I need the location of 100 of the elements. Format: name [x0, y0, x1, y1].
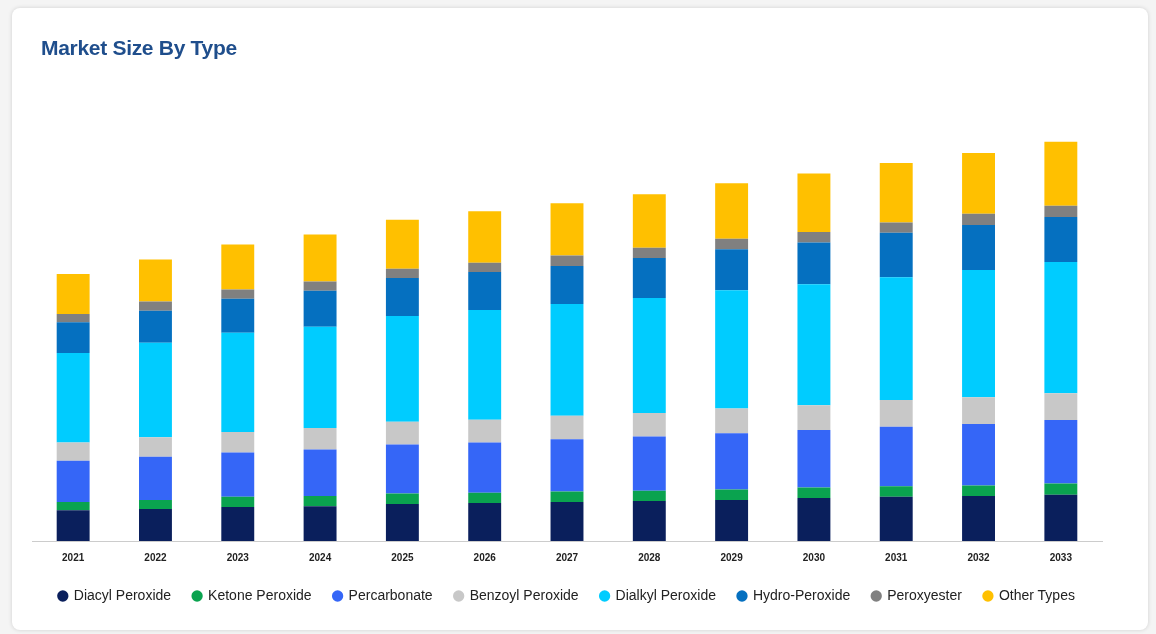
- bar: [962, 397, 995, 425]
- bar: [715, 499, 749, 541]
- bar: [221, 452, 255, 497]
- bar: [385, 277, 419, 316]
- bar: [221, 496, 255, 508]
- bar: [56, 460, 90, 502]
- bar: [879, 232, 913, 278]
- bar: [303, 234, 337, 282]
- x-tick-label: 2024: [308, 551, 332, 563]
- bar: [468, 419, 502, 443]
- legend-label: Benzoyl Peroxide: [469, 586, 579, 603]
- bar: [139, 456, 172, 500]
- bar: [797, 487, 831, 498]
- bar: [1044, 483, 1078, 495]
- legend-label: Dialkyl Peroxide: [615, 586, 717, 603]
- bar: [962, 424, 995, 486]
- bar: [385, 444, 419, 494]
- bar: [468, 271, 502, 310]
- bar: [303, 428, 337, 450]
- bar: [879, 496, 913, 541]
- bar: [550, 255, 584, 266]
- legend-label: Percarbonate: [348, 586, 433, 603]
- bar: [797, 232, 831, 243]
- bar: [303, 449, 337, 496]
- bar: [1044, 420, 1078, 484]
- bar: [632, 297, 666, 413]
- bar: [468, 309, 502, 420]
- bar: [56, 353, 90, 443]
- bar: [385, 421, 419, 445]
- bar: [56, 501, 90, 511]
- bar: [1044, 393, 1078, 421]
- bar: [879, 163, 913, 223]
- bar: [715, 183, 749, 239]
- bar: [385, 268, 419, 278]
- bar: [221, 432, 255, 453]
- bar: [139, 342, 172, 438]
- bar: [550, 415, 584, 440]
- bar: [221, 298, 255, 333]
- bar: [468, 503, 502, 541]
- bar: [962, 485, 995, 496]
- legend-label: Hydro-Peroxide: [752, 586, 851, 603]
- bar: [797, 430, 831, 488]
- bar: [221, 244, 255, 290]
- bar: [1044, 205, 1078, 217]
- bar: [715, 408, 749, 434]
- bar: [715, 238, 749, 250]
- bar: [879, 400, 913, 427]
- bar: [962, 495, 995, 541]
- x-tick-label: 2032: [967, 551, 991, 563]
- bar: [550, 439, 584, 492]
- legend-label: Other Types: [998, 586, 1075, 603]
- bar: [1044, 216, 1078, 262]
- x-tick-label: 2021: [62, 551, 85, 563]
- bar: [797, 405, 831, 431]
- bar: [56, 273, 90, 314]
- bar: [879, 277, 913, 401]
- bar: [303, 495, 337, 507]
- bar: [1044, 262, 1078, 394]
- bar: [797, 284, 831, 406]
- bar: [797, 173, 831, 233]
- bar: [56, 322, 90, 354]
- bar: [715, 433, 749, 490]
- bar: [139, 499, 172, 510]
- chart-title: Market Size By Type: [41, 36, 237, 60]
- bar: [139, 509, 172, 541]
- x-tick-label: 2029: [720, 551, 744, 563]
- bar: [385, 315, 419, 422]
- bar: [715, 290, 749, 409]
- bar: [303, 290, 337, 327]
- bar: [632, 247, 666, 259]
- bar: [715, 249, 749, 291]
- bar: [139, 437, 172, 457]
- bar: [468, 442, 502, 493]
- x-tick-label: 2031: [885, 551, 908, 563]
- x-tick-label: 2027: [555, 551, 579, 563]
- bar: [632, 412, 666, 437]
- bar: [221, 332, 255, 433]
- bar: [797, 497, 831, 541]
- bar: [879, 222, 913, 233]
- bar: [468, 211, 502, 263]
- bar: [468, 492, 502, 504]
- x-tick-label: 2026: [473, 551, 497, 563]
- bar: [962, 153, 995, 214]
- bar: [550, 265, 584, 304]
- bar: [56, 510, 90, 541]
- bar: [385, 493, 419, 504]
- legend-label: Diacyl Peroxide: [73, 586, 172, 603]
- bar: [303, 326, 337, 429]
- legend-label: Peroxyester: [887, 586, 963, 603]
- bar: [303, 281, 337, 291]
- bar: [879, 426, 913, 487]
- x-tick-label: 2025: [391, 551, 414, 563]
- bar: [550, 203, 584, 256]
- bar: [56, 313, 90, 323]
- x-tick-label: 2028: [638, 551, 661, 563]
- bar: [632, 194, 666, 248]
- bar: [303, 506, 337, 541]
- x-tick-label: 2030: [802, 551, 826, 563]
- bar: [139, 259, 172, 302]
- bar: [468, 262, 502, 272]
